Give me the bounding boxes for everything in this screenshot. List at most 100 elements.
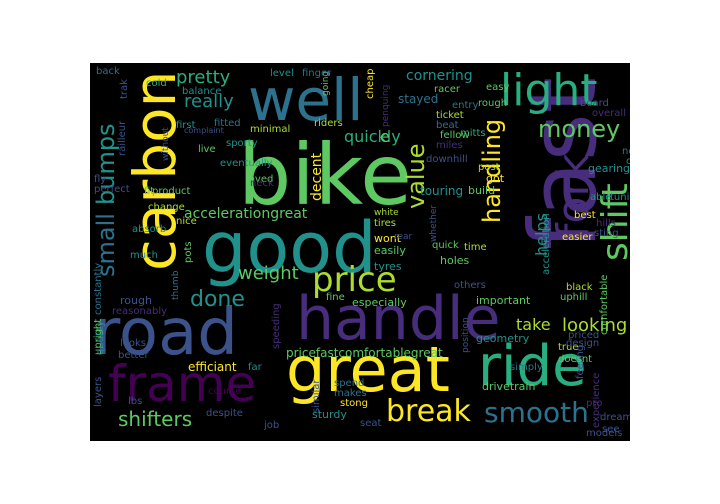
word: tyres (374, 260, 402, 273)
word: beat (436, 120, 459, 131)
word: fellow (440, 130, 470, 141)
word: change (148, 202, 185, 213)
word: perfect (94, 184, 130, 195)
word: e (380, 127, 390, 146)
word: miles (436, 140, 463, 151)
word: white (374, 208, 399, 218)
word: uphill (560, 292, 588, 303)
word: doesnt (558, 354, 593, 365)
word: reasonably (112, 306, 168, 317)
word: riders (314, 118, 343, 129)
word: similar (311, 379, 322, 413)
word: ticket (436, 110, 464, 121)
word: handle (296, 284, 501, 354)
word: time (464, 242, 487, 253)
word: eventually (220, 158, 273, 169)
word: constantly (93, 262, 104, 315)
word: noise (622, 146, 630, 157)
word: finger (302, 68, 332, 79)
word: others (454, 280, 486, 291)
word: lbs (128, 396, 143, 407)
word: quality (95, 320, 106, 355)
word: product (152, 186, 191, 197)
word: far (248, 362, 262, 373)
word: geometry (476, 332, 530, 345)
word: priced (568, 330, 600, 341)
word-cloud: bike fast good great road well handle ri… (90, 63, 630, 441)
word: money (538, 115, 621, 143)
word: stayed (398, 92, 439, 106)
word: value (402, 143, 430, 209)
word: absorb (132, 224, 167, 235)
word: spend (334, 378, 365, 389)
word: railleur (117, 120, 128, 156)
word: easily (374, 244, 406, 257)
word: pro (586, 398, 603, 409)
word: mitts (460, 128, 486, 139)
word: board (580, 98, 609, 109)
word: rough (120, 294, 152, 307)
word: frame (108, 355, 257, 413)
word: gearing (588, 162, 630, 175)
word: able (590, 192, 612, 203)
word: seat (360, 418, 382, 429)
word: smooth (484, 396, 589, 429)
word: overall (592, 108, 626, 119)
word: hills (596, 218, 616, 229)
word: holes (440, 254, 470, 267)
word: black (566, 282, 593, 293)
word: build (468, 184, 496, 197)
word: job (264, 420, 280, 431)
word: looks (120, 338, 147, 349)
word: without (161, 127, 171, 161)
word: simply (510, 362, 543, 373)
word: easier (562, 232, 593, 243)
word: live (198, 144, 216, 155)
word: tuning (610, 192, 630, 203)
word: design (566, 338, 600, 349)
word: position (461, 317, 471, 353)
word: much (130, 250, 158, 261)
word: whether (429, 204, 439, 242)
word: quick (432, 240, 459, 251)
word: carbon (121, 70, 189, 271)
word: layers (93, 376, 104, 407)
word: done (190, 287, 245, 312)
word: great (286, 333, 450, 406)
word: trak (119, 79, 130, 99)
word: quickly (344, 127, 401, 146)
word: better (118, 350, 149, 361)
word: tires (374, 218, 396, 229)
word: complaint (184, 126, 224, 135)
word: looking (562, 315, 628, 336)
word: comfortable (599, 274, 610, 335)
word: loved (246, 174, 274, 185)
word: important (476, 294, 531, 307)
word: road (94, 296, 238, 370)
word: post (478, 162, 500, 173)
word: sporty (226, 138, 258, 149)
word: shifters (118, 407, 193, 431)
word: easy (486, 82, 510, 93)
word: really (184, 91, 234, 112)
word: fitted (214, 118, 241, 129)
word: well (248, 66, 364, 134)
word: models (586, 428, 623, 439)
word: true (558, 342, 579, 353)
word: neck (250, 178, 274, 189)
word: back (96, 66, 120, 77)
word: dream (600, 412, 630, 423)
word: price (312, 260, 397, 300)
word: fly (94, 174, 107, 185)
word: got (486, 172, 505, 185)
word: balance (182, 86, 222, 97)
word: level (270, 68, 294, 79)
word: touring (420, 184, 464, 198)
word: cornering (406, 68, 473, 84)
word: speeding (271, 303, 282, 349)
word: thumb (171, 270, 181, 300)
word: acceleration (541, 213, 552, 275)
word: stong (340, 398, 368, 409)
word: bike (238, 126, 412, 224)
word: break (386, 394, 471, 429)
